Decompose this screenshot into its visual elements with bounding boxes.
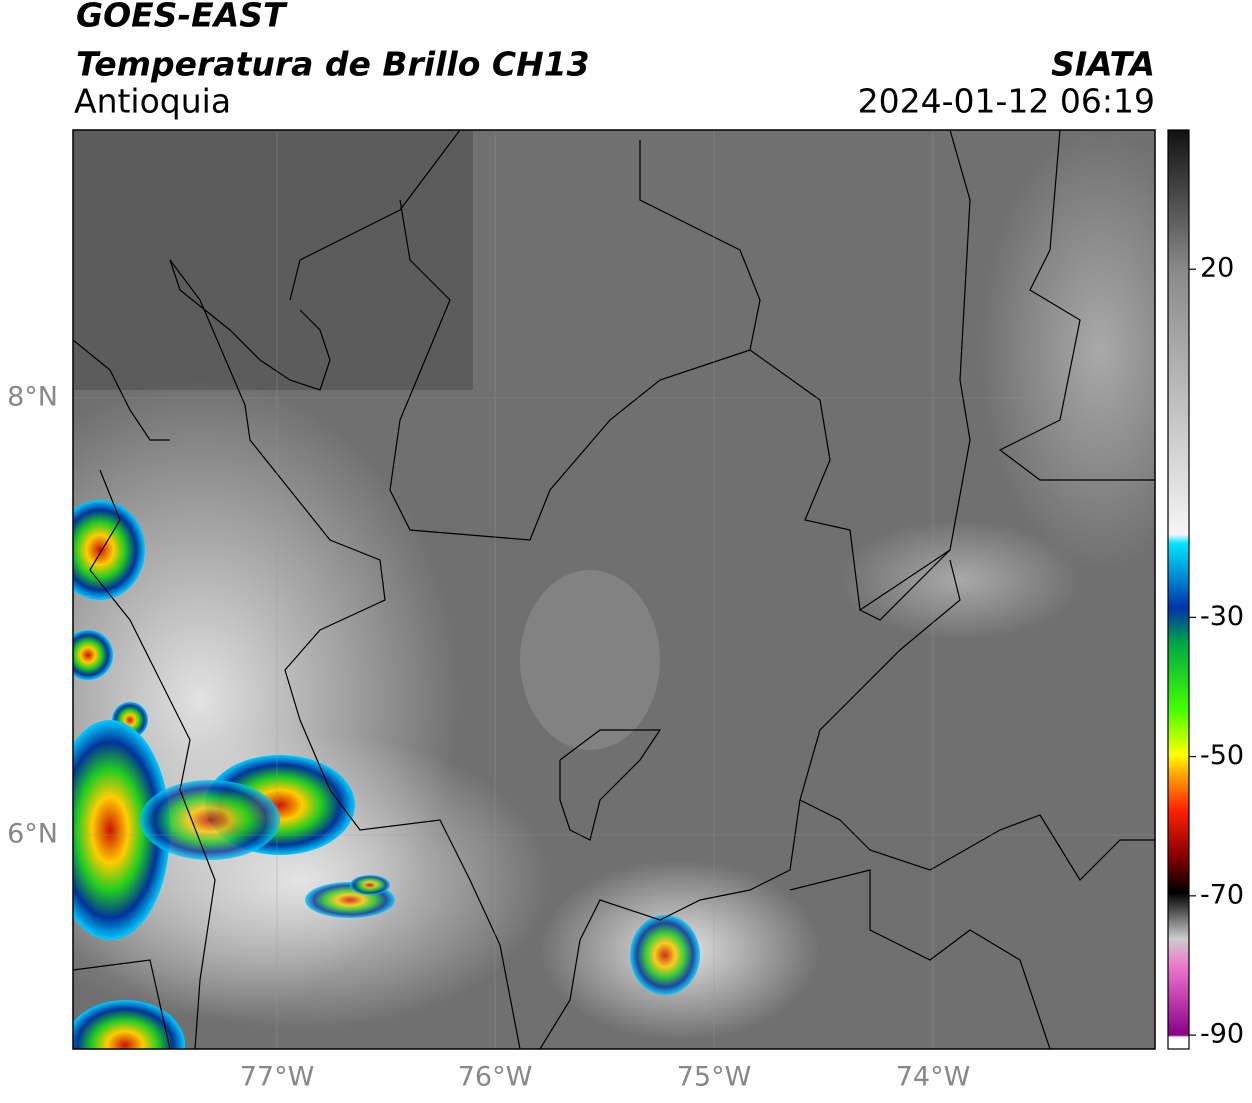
satellite-image [73,130,1155,1049]
lon-label: 76°W [458,1062,533,1093]
colorbar [1167,129,1190,1050]
lon-label: 77°W [240,1062,315,1093]
lon-label: 75°W [677,1062,752,1093]
colorbar-tick-label: -30 [1200,601,1244,632]
subtitle: Temperatura de Brillo CH13 [76,45,590,84]
colorbar-tick-label: 20 [1200,253,1234,284]
region: Antioquia [74,82,231,121]
source: SIATA [1051,45,1155,84]
lon-label: 74°W [896,1062,971,1093]
graticule [73,130,1155,1049]
timestamp: 2024-01-12 06:19 [858,82,1155,121]
colorbar-tick-label: -90 [1200,1019,1244,1050]
title: GOES-EAST [76,0,288,35]
colorbar-tick-label: -50 [1200,740,1244,771]
lat-label: 6°N [7,819,58,850]
lat-label: 8°N [7,382,58,413]
colorbar-ticks: 20 -30 -50 -70 -90 [1189,253,1244,1050]
colorbar-tick-label: -70 [1200,879,1244,910]
map-frame [72,129,1156,1050]
